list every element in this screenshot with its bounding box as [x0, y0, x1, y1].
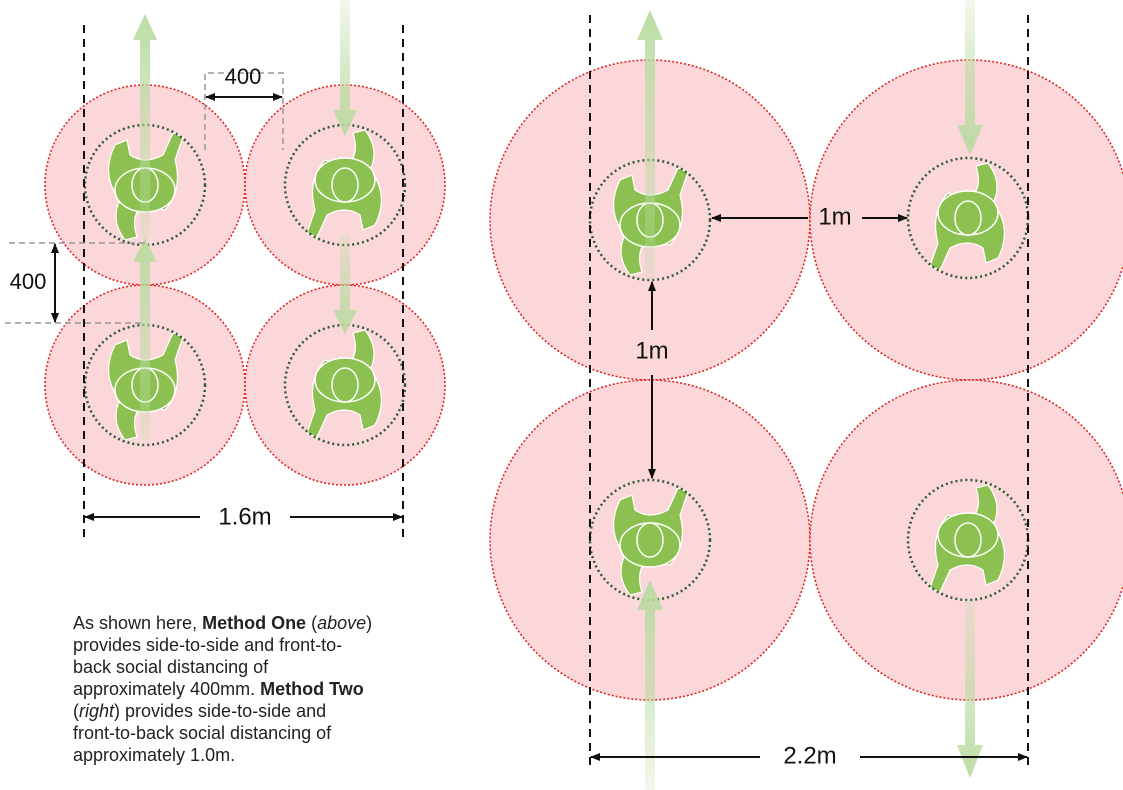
caption-bold: Method One [202, 613, 307, 633]
caption: As shown here, Method One (above) provid… [73, 612, 373, 766]
dimension-label: 400 [10, 269, 47, 294]
method-two: 1m 1m 2.2m [489, 0, 1123, 790]
walk-arrow [637, 580, 663, 790]
caption-text: ) provides side-to-side and front-to-bac… [73, 613, 373, 699]
caption-text: ( [73, 701, 79, 721]
walk-arrow [333, 0, 357, 136]
personal-zone [588, 158, 712, 282]
guide-line [5, 242, 145, 324]
walk-arrow [333, 235, 357, 334]
caption-bold: Method Two [260, 679, 364, 699]
caption-text: ( [306, 613, 318, 633]
caption-text: As shown here, [73, 613, 203, 633]
dimension-label: 2.2m [783, 742, 836, 769]
dimension-label: 1m [635, 337, 668, 364]
personal-zone [83, 323, 207, 447]
guide-line [204, 72, 284, 150]
dimension-label: 400 [225, 64, 262, 89]
personal-zone [83, 123, 207, 247]
dimension-label: 1m [818, 203, 851, 230]
dimension-label: 1.6m [218, 503, 271, 530]
walk-arrow [133, 14, 157, 240]
personal-zone [283, 323, 407, 447]
personal-zone [283, 123, 407, 247]
personal-zone [588, 478, 712, 602]
caption-italic: above [317, 613, 367, 633]
walk-arrow [957, 0, 983, 155]
walk-arrow [957, 600, 983, 778]
method-one: 400 400 1.6m [5, 0, 446, 540]
caption-italic: right [79, 701, 115, 721]
walk-arrow [637, 10, 663, 280]
caption-text: ) provides side-to-side and front-to-bac… [73, 701, 332, 765]
walk-arrow [133, 238, 157, 440]
